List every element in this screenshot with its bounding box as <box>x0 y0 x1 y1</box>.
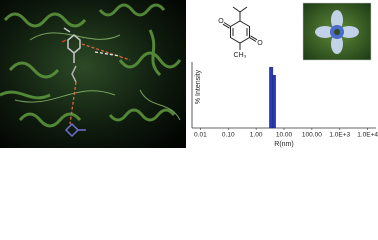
atom-label: O <box>257 40 263 47</box>
x-tick-label: 100.00 <box>302 132 322 139</box>
x-tick-label: 1.00 <box>250 132 263 139</box>
atom-label: O <box>218 18 224 25</box>
atom-label: CH₃ <box>234 52 247 59</box>
page: {"structure_labels": {"oxygen_left": "O"… <box>0 0 378 148</box>
chemical-structure <box>222 6 258 50</box>
y-axis-label: % Intensity <box>195 69 202 104</box>
x-tick-label: 1.0E+3 <box>329 132 350 139</box>
flower-photo <box>302 2 372 61</box>
bar <box>272 74 276 129</box>
x-axis-label: R(nm) <box>274 141 293 148</box>
docking-image <box>0 0 186 148</box>
x-tick-label: 1.0E+4 <box>357 132 378 139</box>
bar <box>269 67 274 129</box>
graphical-abstract: O O CH₃ 0.01 0.10 1.00 10.00 100.00 1.0E+3 1.0… <box>0 0 378 148</box>
x-tick-label: 0.10 <box>222 132 235 139</box>
x-tick-label: 0.01 <box>194 132 207 139</box>
chart: 0.01 0.10 1.00 10.00 100.00 1.0E+3 1.0E+4 R(nm)… <box>191 62 378 148</box>
x-tick-label: 10.00 <box>276 132 293 139</box>
